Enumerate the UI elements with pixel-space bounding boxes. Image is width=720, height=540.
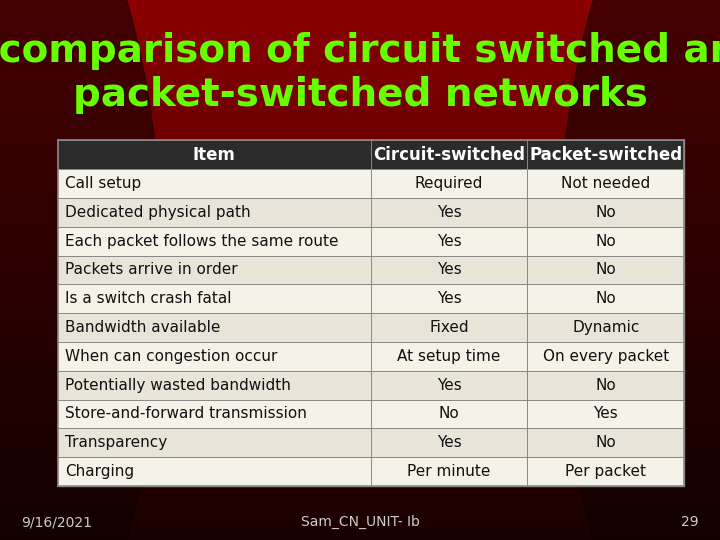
Text: Is a switch crash fatal: Is a switch crash fatal <box>65 291 232 306</box>
Text: Required: Required <box>415 176 483 191</box>
Bar <box>58 313 684 342</box>
Text: A comparison of circuit switched and
packet-switched networks: A comparison of circuit switched and pac… <box>0 32 720 114</box>
Text: Yes: Yes <box>437 205 462 220</box>
Text: 9/16/2021: 9/16/2021 <box>22 515 93 529</box>
Text: Sam_CN_UNIT- Ib: Sam_CN_UNIT- Ib <box>300 515 420 529</box>
Ellipse shape <box>558 0 720 540</box>
Bar <box>58 428 684 457</box>
Text: Bandwidth available: Bandwidth available <box>65 320 220 335</box>
Text: Transparency: Transparency <box>65 435 167 450</box>
Text: No: No <box>595 262 616 278</box>
Text: No: No <box>595 205 616 220</box>
Text: Item: Item <box>193 146 235 164</box>
Text: No: No <box>438 407 459 422</box>
Text: Store-and-forward transmission: Store-and-forward transmission <box>65 407 307 422</box>
Bar <box>58 457 684 486</box>
Text: Dynamic: Dynamic <box>572 320 639 335</box>
Text: No: No <box>595 234 616 249</box>
Text: No: No <box>595 435 616 450</box>
Bar <box>58 169 684 198</box>
Bar <box>58 140 684 169</box>
Text: Yes: Yes <box>593 407 618 422</box>
Text: Yes: Yes <box>437 377 462 393</box>
Text: Yes: Yes <box>437 291 462 306</box>
Text: Call setup: Call setup <box>65 176 141 191</box>
Text: Not needed: Not needed <box>561 176 650 191</box>
Text: When can congestion occur: When can congestion occur <box>65 349 277 364</box>
Ellipse shape <box>0 0 162 540</box>
Text: On every packet: On every packet <box>543 349 669 364</box>
Bar <box>58 285 684 313</box>
Text: Yes: Yes <box>437 234 462 249</box>
Text: Packet-switched: Packet-switched <box>529 146 683 164</box>
Text: Yes: Yes <box>437 435 462 450</box>
Text: Per minute: Per minute <box>408 464 491 479</box>
Text: No: No <box>595 377 616 393</box>
Bar <box>58 198 684 227</box>
Bar <box>58 342 684 371</box>
Text: Dedicated physical path: Dedicated physical path <box>65 205 251 220</box>
Bar <box>58 255 684 285</box>
Text: Per packet: Per packet <box>565 464 647 479</box>
Bar <box>58 227 684 255</box>
Bar <box>58 371 684 400</box>
Text: Yes: Yes <box>437 262 462 278</box>
Text: 29: 29 <box>681 515 698 529</box>
Bar <box>58 400 684 428</box>
Text: Charging: Charging <box>65 464 134 479</box>
Text: At setup time: At setup time <box>397 349 501 364</box>
Text: Potentially wasted bandwidth: Potentially wasted bandwidth <box>65 377 291 393</box>
Text: Each packet follows the same route: Each packet follows the same route <box>65 234 338 249</box>
Text: Circuit-switched: Circuit-switched <box>373 146 525 164</box>
Text: No: No <box>595 291 616 306</box>
Text: Fixed: Fixed <box>429 320 469 335</box>
Text: Packets arrive in order: Packets arrive in order <box>65 262 238 278</box>
Bar <box>58 140 684 486</box>
